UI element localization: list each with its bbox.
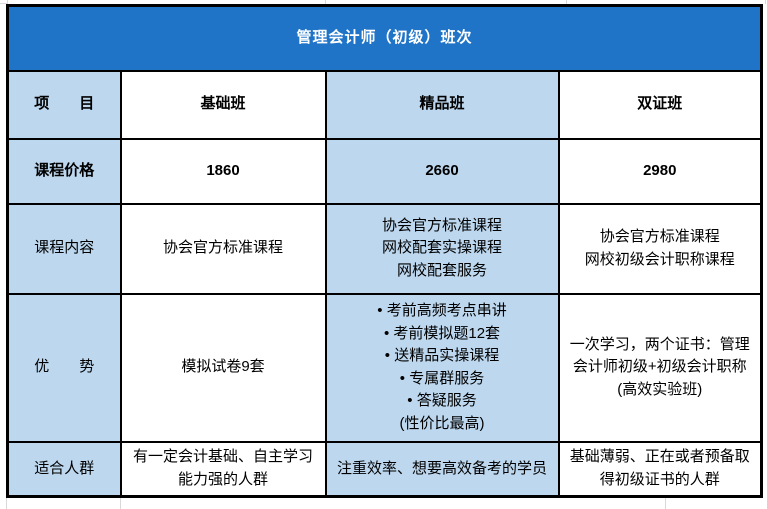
audience-basic: 有一定会计基础、自主学习 能力强的人群 [119,440,327,498]
price-basic: 1860 [119,137,327,205]
gridline-top-left-horizontal [0,3,7,4]
course-pricing-table: 管理会计师（初级）班次 项 目 基础班 精品班 双证班 课程价格 1860 26… [6,4,764,498]
row-label-advantage: 优 势 [6,292,122,443]
table-title: 管理会计师（初级）班次 [6,4,763,72]
content-dual: 协会官方标准课程 网校初级会计职称课程 [557,202,763,295]
row-label-price: 课程价格 [6,137,122,205]
advantage-dual: 一次学习，两个证书：管理 会计师初级+初级会计职称 (高效实验班) [557,292,763,443]
col-header-basic-class: 基础班 [119,69,327,140]
title-row: 管理会计师（初级）班次 [6,4,763,72]
advantage-row: 优 势 模拟试卷9套 • 考前高频考点串讲 • 考前模拟题12套 • 送精品实操… [6,292,763,443]
price-row: 课程价格 1860 2660 2980 [6,137,763,205]
gridline-top-right [765,0,766,4]
col-header-premium-class: 精品班 [324,69,560,140]
audience-row: 适合人群 有一定会计基础、自主学习 能力强的人群 注重效率、想要高效备考的学员 … [6,440,763,498]
gridline-top-col3 [566,0,567,4]
gridline-bottom-left [6,497,7,509]
gridline-top-left-vertical [7,0,8,4]
audience-premium: 注重效率、想要高效备考的学员 [324,440,560,498]
content-row: 课程内容 协会官方标准课程 协会官方标准课程 网校配套实操课程 网校配套服务 协… [6,202,763,295]
gridline-bottom-col3 [665,497,666,509]
price-premium: 2660 [324,137,560,205]
content-basic: 协会官方标准课程 [119,202,327,295]
audience-dual: 基础薄弱、正在或者预备取 得初级证书的人群 [557,440,763,498]
gridline-top-col2 [325,0,326,4]
row-label-audience: 适合人群 [6,440,122,498]
advantage-premium: • 考前高频考点串讲 • 考前模拟题12套 • 送精品实操课程 • 专属群服务 … [324,292,560,443]
col-header-item: 项 目 [6,69,122,140]
advantage-basic: 模拟试卷9套 [119,292,327,443]
content-premium: 协会官方标准课程 网校配套实操课程 网校配套服务 [324,202,560,295]
price-dual: 2980 [557,137,763,205]
row-label-content: 课程内容 [6,202,122,295]
col-header-dual-cert-class: 双证班 [557,69,763,140]
header-row: 项 目 基础班 精品班 双证班 [6,69,763,140]
gridline-bottom-col1 [120,497,121,509]
